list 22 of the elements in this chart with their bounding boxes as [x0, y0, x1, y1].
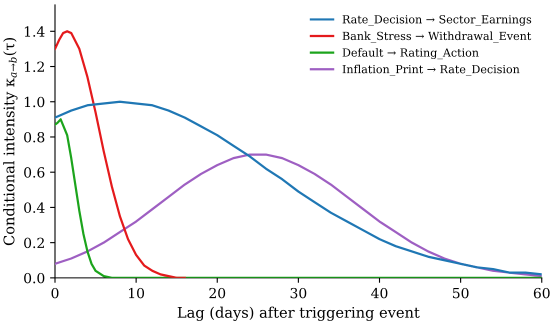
legend-label: Bank_Stress → Withdrawal_Event [342, 31, 532, 43]
y-tick-label: 1.0 [24, 96, 44, 108]
y-tick-label: 0.2 [24, 238, 44, 248]
legend-label: Rate_Decision → Sector_Earnings [342, 15, 532, 26]
y-tick-label: 1.2 [24, 61, 44, 72]
y-tick-label: 0.8 [24, 132, 44, 142]
y-tick-label: 1.4 [24, 26, 45, 37]
x-tick-label: 40 [371, 288, 388, 298]
y-tick-label: 0.0 [24, 272, 44, 284]
y-tick-label: 0.4 [24, 202, 45, 213]
x-tick-label: 20 [209, 288, 226, 298]
legend-label: Default → Rating_Action [342, 48, 479, 60]
x-tick-label: 0 [51, 288, 58, 298]
x-tick-label: 60 [534, 288, 550, 298]
y-tick-label: 0.6 [24, 167, 44, 178]
legend-label: Inflation_Print → Rate_Decision [342, 64, 520, 76]
line-series [55, 30, 186, 278]
x-tick-label: 10 [128, 288, 144, 298]
y-axis-title: Conditional intensity κ$_{a→b}$(τ) [3, 38, 18, 246]
x-axis-title: Lag (days) after triggering event [178, 306, 420, 321]
x-tick-label: 50 [452, 288, 469, 298]
x-tick-label: 30 [290, 288, 306, 298]
